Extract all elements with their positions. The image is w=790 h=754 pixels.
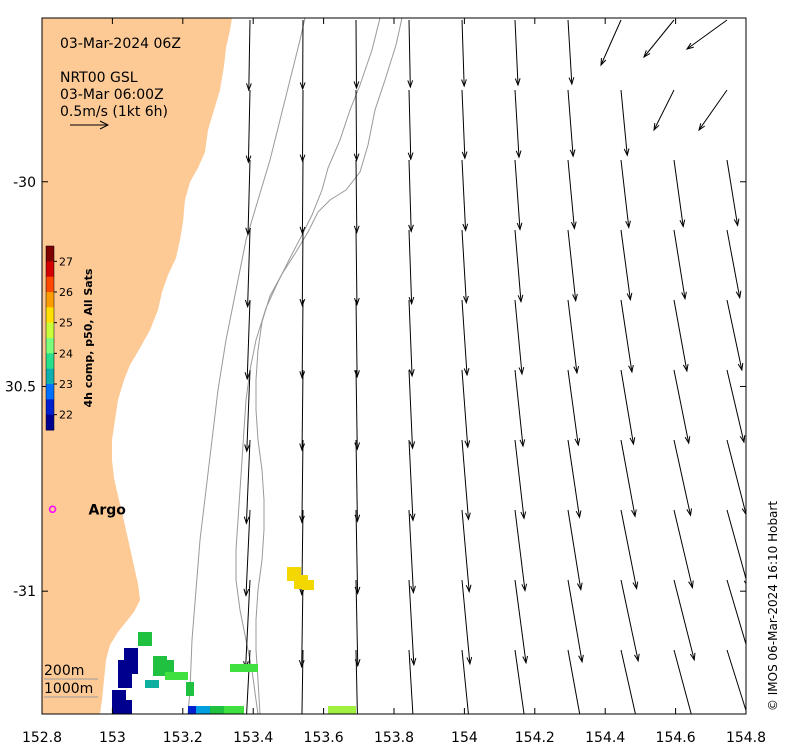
current-arrow-head [355,731,360,738]
colorbar-tick-label: 26 [59,286,73,299]
y-tick-label: -31 [13,584,36,600]
sst-pixel [230,664,244,672]
sst-pixel [138,632,152,646]
colorbar-segment [46,277,54,293]
colorbar-tick-label: 25 [59,317,73,330]
colorbar-segment [46,353,54,369]
sst-pixel [224,706,244,714]
sst-pixel [153,668,167,676]
sst-pixel [186,682,194,696]
sst-pixel [112,700,126,714]
sst-pixel [210,706,224,714]
sst-pixel [342,706,356,714]
x-tick-label: 154.6 [656,730,696,746]
date-label: 03-Mar-2024 06Z [60,36,181,52]
sst-pixel [196,706,210,714]
credit-text: © IMOS 06-Mar-2024 16:10 Hobart [766,501,780,711]
x-tick-label: 153 [99,730,126,746]
colorbar-segment [46,307,54,323]
colorbar-tick-label: 24 [59,347,73,360]
sst-pixel [176,672,188,680]
current-arrow-shaft [356,90,357,160]
sst-pixel [118,674,132,688]
sst-pixel [328,706,342,714]
current-arrow-head [746,652,751,659]
x-tick-label: 153.2 [163,730,203,746]
colorbar-tick-label: 22 [59,409,73,422]
colorbar-tick-label: 27 [59,255,73,268]
x-tick-label: 154.2 [515,730,555,746]
colorbar-segment [46,384,54,400]
y-tick-label: -30 [13,175,36,191]
x-tick-label: 152.8 [22,730,62,746]
x-tick-label: 153.4 [233,730,273,746]
x-tick-label: 154 [451,730,478,746]
colorbar-segment [46,399,54,415]
sst-pixel [244,664,258,672]
current-arrow-head [636,726,641,733]
sst-pixel [302,580,314,590]
colorbar-segment [46,292,54,308]
x-tick-label: 153.6 [304,730,344,746]
current-arrow-shaft [302,160,303,233]
colorbar-tick-label: 23 [59,378,73,391]
scale-label: 0.5m/s (1kt 6h) [60,104,168,120]
x-tick-label: 153.8 [374,730,414,746]
sst-pixel [124,660,138,674]
sst-pixel [145,680,159,688]
colorbar-label: 4h comp, p50, All Sats [82,268,95,407]
product-label: NRT00 GSL [60,70,138,86]
colorbar-segment [46,323,54,339]
x-tick-label: 154.8 [726,730,766,746]
contour-label-1000m: 1000m [44,681,93,697]
x-tick-label: 154.4 [585,730,625,746]
time-label: 03-Mar 06:00Z [60,87,164,103]
colorbar-segment [46,261,54,277]
colorbar-segment [46,369,54,385]
sst-pixel [124,648,138,662]
colorbar-segment [46,415,54,431]
argo-label: Argo [89,502,127,518]
current-arrow-head [580,727,585,734]
contour-label-200m: 200m [44,663,84,679]
colorbar-segment [46,246,54,262]
y-tick-label: 30.5 [5,379,36,395]
colorbar-segment [46,338,54,354]
